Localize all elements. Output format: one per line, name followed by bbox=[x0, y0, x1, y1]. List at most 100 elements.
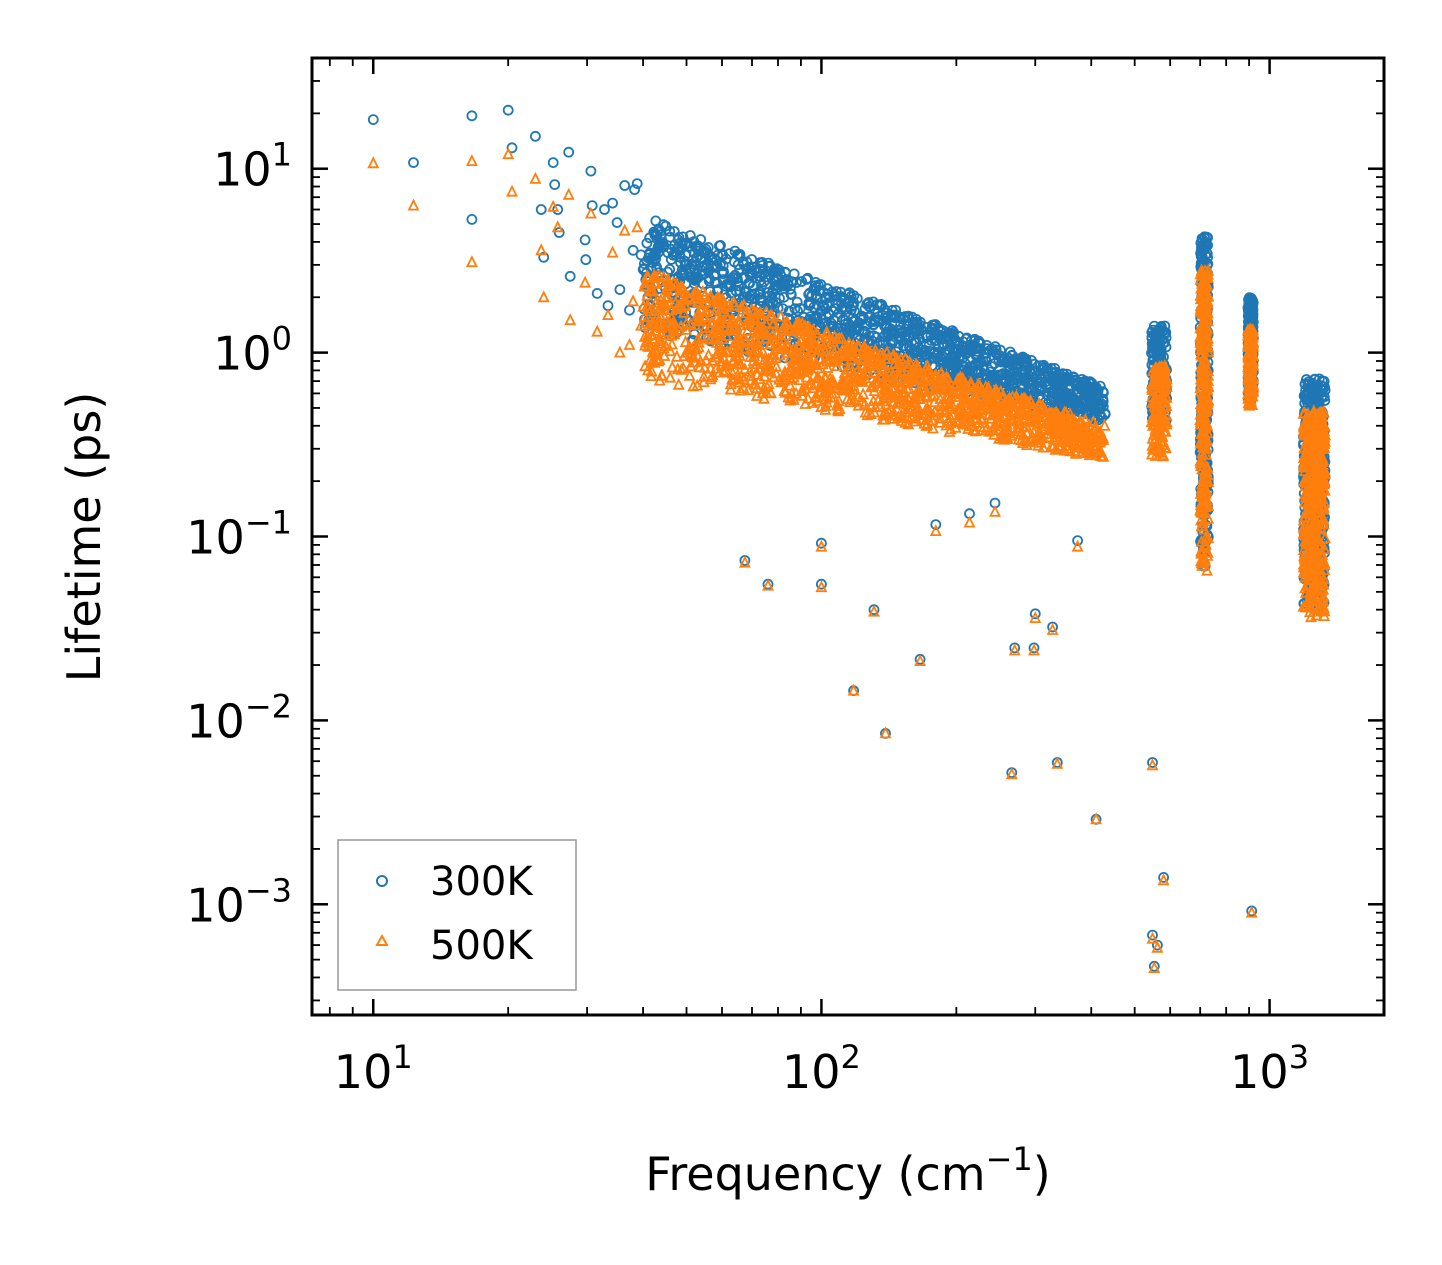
point-300K bbox=[859, 326, 870, 338]
point-500K bbox=[506, 184, 518, 197]
point-300K bbox=[846, 323, 858, 335]
point-300K bbox=[777, 303, 789, 315]
point-300K bbox=[549, 179, 561, 191]
point-300K bbox=[714, 259, 726, 270]
point-300K bbox=[805, 297, 816, 309]
point-300K bbox=[466, 110, 478, 122]
point-300K bbox=[1042, 363, 1054, 375]
point-300K bbox=[535, 204, 547, 215]
point-500K bbox=[465, 255, 478, 268]
point-300K bbox=[614, 284, 626, 296]
point-300K bbox=[948, 344, 960, 356]
point-300K bbox=[655, 225, 666, 237]
point-300K bbox=[934, 351, 946, 363]
point-300K bbox=[1057, 368, 1069, 380]
point-300K bbox=[836, 292, 848, 304]
point-300K bbox=[745, 270, 756, 282]
point-300K bbox=[986, 343, 998, 355]
point-500K bbox=[591, 324, 604, 337]
point-300K bbox=[466, 213, 478, 225]
point-300K bbox=[933, 322, 944, 334]
point-300K bbox=[1079, 376, 1091, 387]
point-300K bbox=[754, 285, 766, 297]
point-300K bbox=[778, 291, 790, 303]
point-300K bbox=[749, 288, 760, 300]
point-300K bbox=[1030, 365, 1042, 376]
point-300K bbox=[685, 262, 696, 274]
point-300K bbox=[649, 228, 661, 239]
point-500K bbox=[529, 171, 542, 184]
point-300K bbox=[1075, 376, 1087, 388]
point-300K bbox=[817, 299, 829, 311]
point-300K bbox=[367, 114, 379, 125]
point-300K bbox=[563, 146, 575, 158]
point-500K bbox=[627, 294, 640, 307]
point-300K bbox=[1041, 388, 1053, 400]
point-300K bbox=[702, 241, 714, 253]
point-300K bbox=[812, 292, 823, 304]
point-300K bbox=[810, 276, 822, 288]
point-300K bbox=[732, 259, 744, 271]
point-300K bbox=[836, 297, 847, 309]
point-500K bbox=[407, 198, 420, 211]
point-300K bbox=[675, 251, 686, 263]
point-300K bbox=[820, 292, 831, 304]
point-300K bbox=[611, 217, 623, 228]
point-300K bbox=[920, 357, 932, 369]
point-300K bbox=[972, 352, 983, 363]
point-300K bbox=[882, 310, 894, 322]
point-300K bbox=[711, 277, 723, 289]
point-300K bbox=[1085, 405, 1097, 417]
point-300K bbox=[1065, 380, 1076, 392]
point-300K bbox=[767, 297, 779, 309]
point-300K bbox=[777, 279, 789, 291]
point-300K bbox=[953, 330, 965, 342]
point-300K bbox=[913, 332, 925, 344]
point-300K bbox=[732, 276, 744, 287]
point-300K bbox=[754, 263, 766, 275]
point-300K bbox=[791, 296, 803, 308]
point-300K bbox=[723, 248, 735, 260]
point-300K bbox=[564, 270, 576, 282]
point-500K bbox=[623, 337, 636, 350]
point-300K bbox=[835, 286, 847, 298]
point-300K bbox=[668, 226, 680, 237]
point-500K bbox=[367, 156, 380, 169]
point-500K bbox=[1146, 931, 1159, 944]
point-500K bbox=[618, 223, 631, 236]
point-300K bbox=[950, 361, 962, 373]
point-300K bbox=[907, 327, 919, 339]
point-300K bbox=[502, 104, 514, 116]
point-300K bbox=[840, 314, 851, 326]
point-300K bbox=[1013, 370, 1025, 382]
point-500K bbox=[579, 275, 592, 288]
point-500K bbox=[631, 220, 644, 233]
point-300K bbox=[692, 243, 704, 254]
point-300K bbox=[756, 268, 768, 280]
point-300K bbox=[863, 297, 875, 309]
point-300K bbox=[619, 180, 631, 191]
point-300K bbox=[749, 293, 760, 305]
point-500K bbox=[1046, 622, 1059, 635]
point-500K bbox=[564, 313, 577, 326]
point-300K bbox=[1097, 401, 1109, 413]
point-300K bbox=[1036, 364, 1048, 376]
point-300K bbox=[998, 375, 1010, 387]
point-300K bbox=[713, 240, 725, 252]
point-300K bbox=[854, 312, 866, 324]
point-300K bbox=[985, 370, 997, 382]
point-300K bbox=[607, 197, 618, 209]
point-300K bbox=[941, 357, 953, 369]
point-300K bbox=[553, 227, 565, 238]
point-500K bbox=[602, 308, 614, 320]
point-300K bbox=[641, 237, 653, 249]
point-300K bbox=[993, 369, 1004, 381]
point-300K bbox=[946, 325, 958, 337]
point-300K bbox=[756, 257, 768, 269]
point-300K bbox=[895, 327, 906, 338]
point-500K bbox=[465, 154, 478, 166]
point-500K bbox=[989, 504, 1001, 517]
point-300K bbox=[586, 200, 598, 212]
point-300K bbox=[904, 341, 915, 353]
point-500K bbox=[537, 290, 550, 303]
